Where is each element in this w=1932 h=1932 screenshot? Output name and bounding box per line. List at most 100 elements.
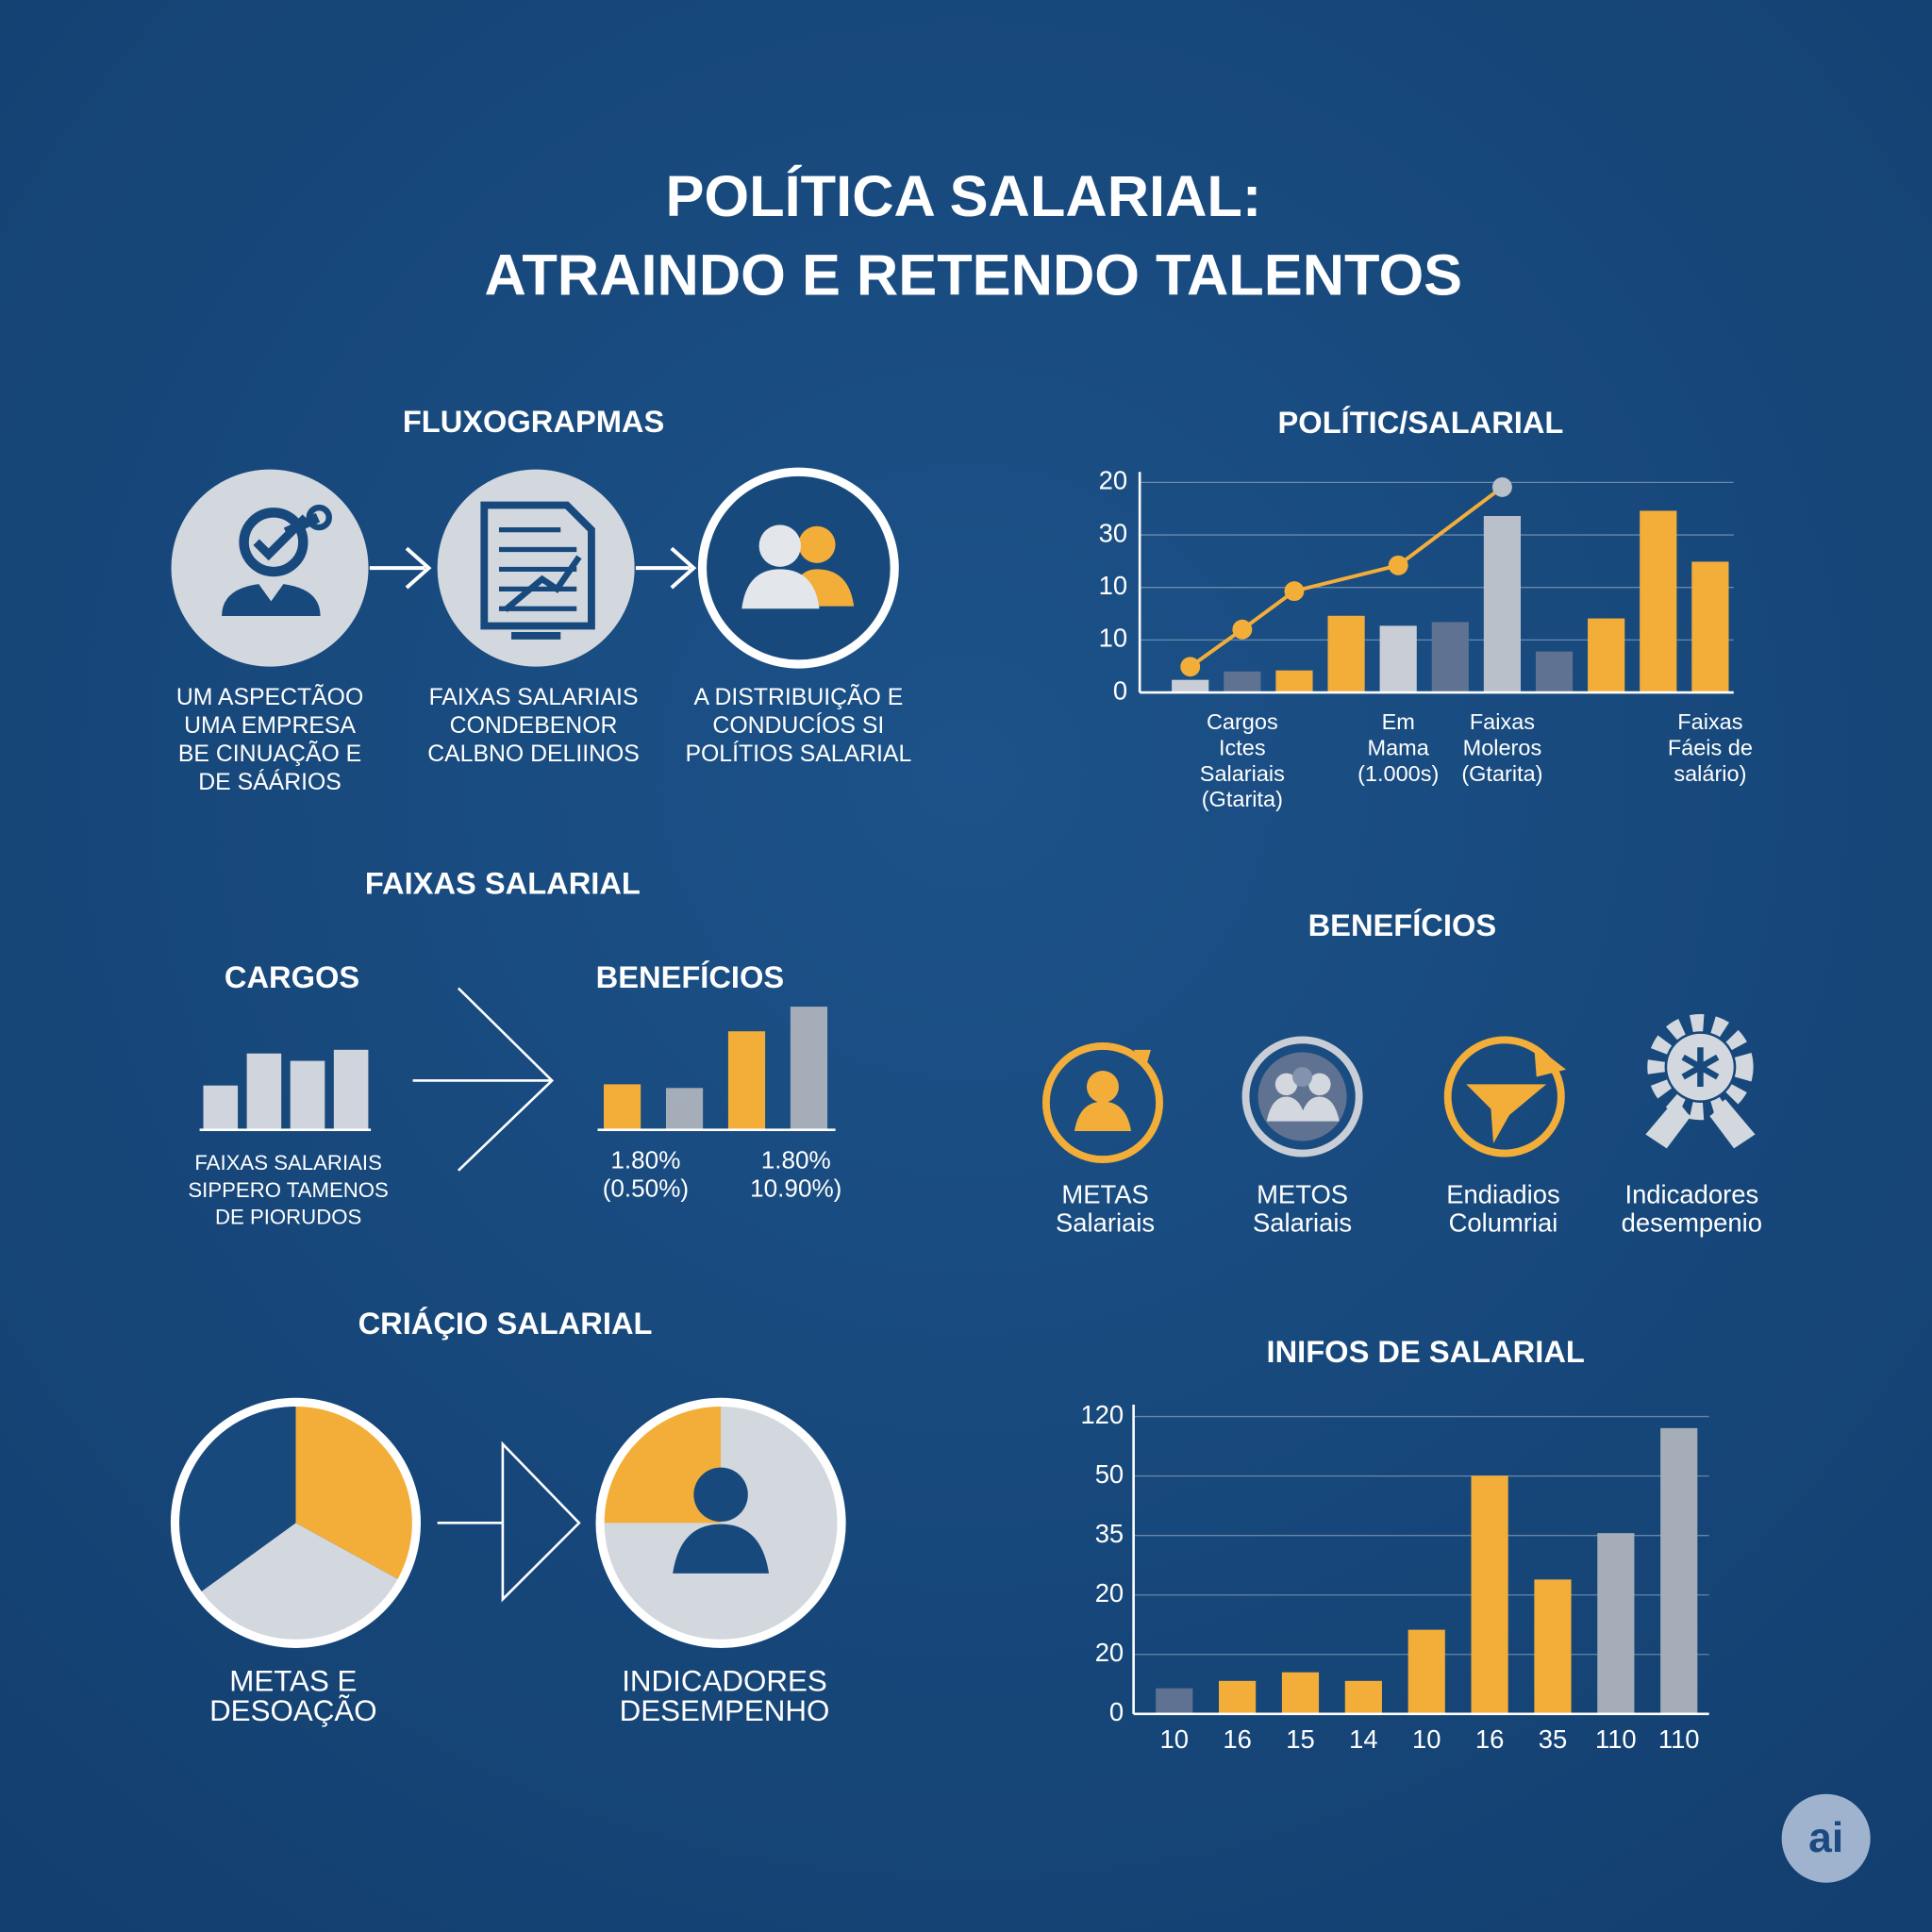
x-tick-label: 14 [1349, 1724, 1377, 1754]
benefit-label: Endiadios [1446, 1179, 1559, 1208]
icon [1645, 1099, 1756, 1149]
arrow [635, 546, 697, 590]
x-tick-label: Faixas [1677, 709, 1742, 734]
icon [595, 1397, 846, 1648]
icon [798, 525, 836, 563]
y-tick-label: 35 [1095, 1519, 1124, 1548]
x-tick-label: Mama [1368, 735, 1430, 759]
benefit-label: desempenio [1622, 1208, 1762, 1238]
benefit-label: METAS [1061, 1179, 1148, 1208]
benefit-icons [1041, 1013, 1756, 1163]
x-tick-label: 10 [1412, 1724, 1441, 1754]
bar [665, 1088, 704, 1130]
arrow [437, 1441, 581, 1603]
step-label: FAIXAS SALARIAIS [429, 685, 639, 710]
icon [480, 501, 595, 630]
icon [1241, 1036, 1363, 1158]
chart-caption: 1.80% [610, 1146, 680, 1174]
title-line: POLÍTICA SALARIAL: [665, 164, 1261, 229]
bar [1275, 670, 1313, 693]
bar [1640, 510, 1677, 693]
x-tick-label: Em [1382, 709, 1415, 734]
icon [1257, 1052, 1347, 1141]
bar [1219, 1680, 1257, 1714]
x-tick-label: 110 [1658, 1724, 1700, 1754]
bar [1534, 1579, 1572, 1714]
step-label: A DISTRIBUIÇÃO E [693, 685, 903, 710]
pie-slice [175, 1402, 296, 1594]
bar [1483, 516, 1522, 693]
bar [203, 1085, 239, 1130]
icon [1041, 1041, 1163, 1163]
bar [1660, 1427, 1698, 1714]
bar [727, 1031, 766, 1130]
benefit-label: METOS [1257, 1179, 1348, 1208]
icon [673, 1524, 770, 1574]
y-tick-label: 20 [1095, 1638, 1124, 1667]
y-tick-label: 10 [1099, 571, 1127, 600]
section-heading: FAIXAS SALARIAL [365, 866, 641, 901]
section-heading: FLUXOGRAPMAS [403, 404, 664, 439]
x-tick-label: Faixas [1470, 709, 1535, 734]
chart-caption: DE PIORUDOS [215, 1206, 361, 1229]
line-point [1232, 619, 1253, 640]
arrow [412, 987, 555, 1172]
icon [1133, 1049, 1151, 1068]
pie-caption: METAS E [229, 1664, 357, 1697]
step-label: UMA EMPRESA [184, 713, 356, 739]
bar [1224, 671, 1261, 693]
bar [1156, 1688, 1193, 1714]
step-label: CONDEBENOR [450, 713, 618, 739]
benefit-label: Indicadores [1624, 1179, 1758, 1208]
badge [1781, 1793, 1871, 1883]
badge-text: ai [1808, 1815, 1843, 1861]
icon [1292, 1067, 1313, 1087]
icon [503, 555, 582, 613]
step-label: DE SÁÁRIOS [198, 770, 341, 795]
bar [1407, 1629, 1445, 1714]
icon [758, 525, 801, 567]
chart-caption: FAIXAS SALARIAIS [194, 1151, 382, 1174]
bar [790, 1007, 828, 1130]
y-tick-label: 0 [1109, 1697, 1124, 1726]
x-tick-label: Ictes [1219, 735, 1266, 759]
pie-caption: DESOAÇÃO [209, 1694, 377, 1727]
y-tick-label: 30 [1099, 518, 1127, 547]
y-tick-label: 20 [1095, 1578, 1124, 1607]
icon [498, 527, 577, 611]
bar [290, 1060, 325, 1130]
bar [333, 1049, 369, 1130]
step-label: UM ASPECTÃOO [176, 685, 363, 710]
step-label: CALBNO DELIINOS [427, 741, 640, 767]
benefit-label: Salariais [1056, 1208, 1155, 1238]
line-point [1491, 476, 1512, 497]
benefit-label: Columriai [1449, 1208, 1558, 1238]
title-line: ATRAINDO E RETENDO TALENTOS [485, 243, 1463, 308]
step-label: BE CINUAÇÃO E [178, 741, 361, 767]
y-tick-label: 50 [1095, 1459, 1124, 1489]
x-tick-label: Fáeis de [1668, 735, 1753, 759]
profile-circle [595, 1397, 846, 1648]
bar [1471, 1475, 1508, 1714]
x-tick-label: salário) [1674, 761, 1746, 786]
flow-icons [171, 467, 899, 669]
icon [1274, 1073, 1298, 1096]
icon [1534, 1044, 1567, 1077]
pie-slice [197, 1523, 402, 1644]
y-tick-label: 0 [1113, 675, 1127, 705]
icon [1074, 1101, 1132, 1132]
icon [1266, 1096, 1340, 1122]
x-tick-label: 110 [1595, 1724, 1637, 1754]
bar [1379, 625, 1417, 693]
step-label: CONDUCÍOS SI [712, 713, 884, 739]
pie-caption: DESEMPENHO [620, 1694, 830, 1727]
bar [1172, 679, 1209, 693]
x-tick-label: Moleros [1463, 735, 1542, 759]
icon [1647, 1013, 1754, 1121]
line-point [1388, 555, 1408, 575]
icon [1087, 1071, 1119, 1103]
bar [1431, 622, 1469, 693]
bar [246, 1053, 282, 1130]
x-tick-label: 15 [1286, 1724, 1314, 1754]
